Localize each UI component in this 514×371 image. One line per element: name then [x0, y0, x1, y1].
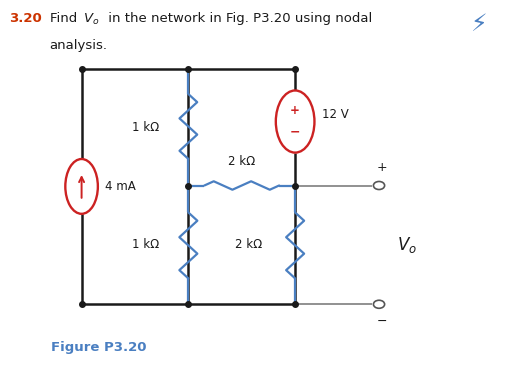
Text: −: −: [376, 315, 387, 328]
Text: 12 V: 12 V: [322, 108, 349, 121]
Circle shape: [374, 300, 384, 308]
Text: +: +: [290, 104, 300, 117]
Text: 1 kΩ: 1 kΩ: [132, 239, 159, 252]
Text: ⚡: ⚡: [470, 12, 486, 36]
Text: $V_o$: $V_o$: [397, 235, 417, 255]
Text: −: −: [290, 126, 300, 139]
Text: in the network in Fig. P3.20 using nodal: in the network in Fig. P3.20 using nodal: [104, 12, 373, 25]
Text: 1 kΩ: 1 kΩ: [132, 121, 159, 134]
Circle shape: [374, 181, 384, 190]
Text: Find: Find: [49, 12, 81, 25]
Text: 2 kΩ: 2 kΩ: [228, 155, 255, 168]
Text: analysis.: analysis.: [49, 39, 107, 52]
Text: Figure P3.20: Figure P3.20: [51, 341, 146, 354]
Text: $V_o$: $V_o$: [83, 12, 99, 27]
Text: 3.20: 3.20: [9, 12, 42, 25]
Text: +: +: [376, 161, 387, 174]
Text: 4 mA: 4 mA: [105, 180, 136, 193]
Text: 2 kΩ: 2 kΩ: [235, 239, 262, 252]
